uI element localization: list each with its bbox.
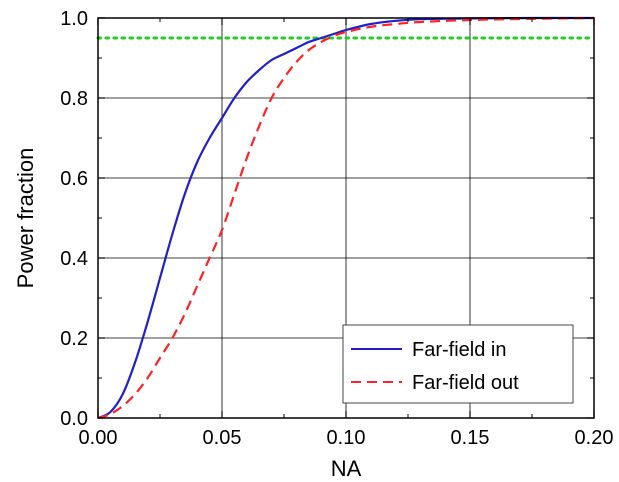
y-tick-label: 0.4 (60, 248, 88, 270)
ticks (97, 17, 595, 419)
y-axis-title: Power fraction (13, 148, 38, 289)
legend-label-far-field-in: Far-field in (412, 339, 506, 361)
tick-labels: 0.00 0.05 0.10 0.15 0.20 0.0 0.2 0.4 0.6 0.8 1.0 (60, 8, 613, 449)
legend: Far-field in Far-field out (342, 324, 574, 404)
x-tick-label: 0.15 (451, 427, 490, 449)
series-line-far-field-out (97, 16, 595, 420)
series-line-far-field-in (97, 16, 595, 420)
x-axis-title: NA (331, 456, 362, 481)
legend-box (342, 324, 574, 404)
legend-label-far-field-out: Far-field out (412, 372, 519, 394)
x-tick-label: 0.05 (203, 427, 242, 449)
y-tick-label: 0.6 (60, 168, 88, 190)
x-tick-label: 0.20 (575, 427, 614, 449)
y-tick-label: 0.8 (60, 88, 88, 110)
x-tick-label: 0.00 (79, 427, 118, 449)
x-tick-label: 0.10 (327, 427, 366, 449)
y-tick-label: 0.0 (60, 408, 88, 430)
y-tick-label: 0.2 (60, 328, 88, 350)
series-layer (97, 16, 595, 420)
y-tick-label: 1.0 (60, 8, 88, 30)
